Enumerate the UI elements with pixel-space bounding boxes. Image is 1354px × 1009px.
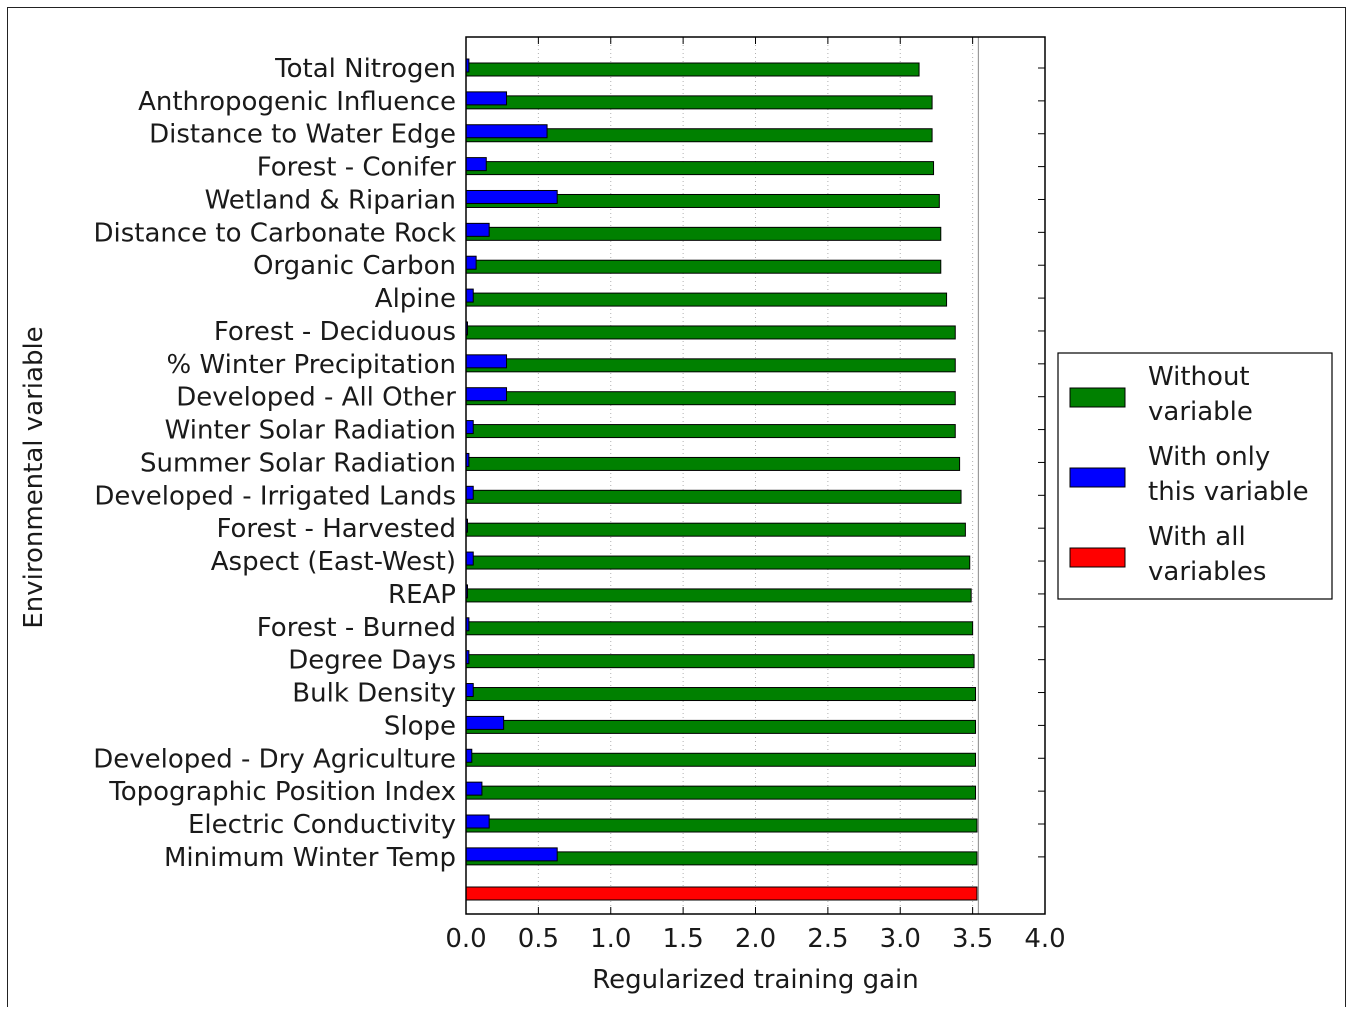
bar-with-only-variable [465, 124, 548, 139]
x-tick-label: 2.0 [735, 924, 776, 954]
bar-without-variable [465, 522, 966, 537]
y-category-label: Distance to Water Edge [149, 120, 456, 150]
y-category-label: Developed - All Other [176, 383, 456, 413]
y-category-label: Winter Solar Radiation [165, 416, 456, 446]
bar-without-variable [465, 555, 971, 570]
legend-swatch [1069, 547, 1126, 568]
bar-without-variable [465, 325, 956, 340]
bar-without-variable [465, 292, 948, 307]
bar-with-only-variable [465, 748, 473, 763]
x-tick-label: 3.5 [952, 924, 993, 954]
y-category-label: % Winter Precipitation [167, 350, 456, 380]
legend-label-line2: variables [1148, 557, 1266, 587]
bar-without-variable [465, 424, 956, 439]
y-category-label: Developed - Dry Agriculture [93, 744, 456, 774]
y-category-label: Topographic Position Index [108, 777, 456, 807]
legend-swatch [1069, 387, 1126, 408]
bar-without-variable [465, 785, 977, 800]
y-category-label: Forest - Deciduous [214, 317, 456, 347]
bar-without-variable [465, 818, 978, 833]
y-category-label: Developed - Irrigated Lands [94, 481, 456, 511]
y-category-label: Summer Solar Radiation [140, 448, 456, 478]
legend-label-line1: With only [1148, 442, 1270, 472]
bar-with-only-variable [465, 189, 558, 204]
legend-label-line2: this variable [1148, 477, 1309, 507]
x-tick-label: 0.5 [518, 924, 559, 954]
y-category-label: Wetland & Riparian [205, 185, 456, 215]
bar-with-only-variable [465, 288, 474, 303]
legend-swatch [1069, 467, 1126, 488]
x-tick-label: 3.0 [880, 924, 921, 954]
x-tick-label: 0.0 [445, 924, 486, 954]
y-category-label: REAP [388, 580, 456, 610]
y-category-label: Anthropogenic Influence [138, 87, 456, 117]
bar-with-only-variable [465, 255, 477, 270]
bar-with-only-variable [465, 91, 508, 106]
bar-with-only-variable [465, 222, 490, 237]
bar-with-only-variable [465, 485, 474, 500]
bar-without-variable [465, 687, 977, 702]
plot-area [466, 37, 1045, 914]
bar-without-variable [465, 752, 977, 767]
bar-without-variable [465, 588, 972, 603]
bar-without-variable [465, 391, 956, 406]
bar-with-only-variable [465, 715, 505, 730]
y-category-label: Forest - Conifer [257, 153, 457, 183]
y-category-label: Aspect (East-West) [211, 547, 456, 577]
bar-with-only-variable [465, 847, 558, 862]
bar-without-variable [465, 358, 956, 373]
y-category-label: Forest - Harvested [217, 514, 457, 544]
y-category-label: Total Nitrogen [274, 54, 456, 84]
bar-without-variable [465, 456, 961, 471]
bar-without-variable [465, 259, 942, 274]
y-axis-label: Environmental variable [19, 326, 49, 628]
x-axis-label: Regularized training gain [592, 965, 919, 995]
y-category-label: Forest - Burned [257, 613, 456, 643]
x-tick-label: 4.0 [1024, 924, 1065, 954]
legend-label-line2: variable [1148, 397, 1253, 427]
bar-with-all-variables [465, 886, 978, 901]
plot-frame [465, 36, 1046, 915]
bar-with-only-variable [465, 551, 474, 566]
y-category-label: Alpine [375, 284, 456, 314]
y-category-label: Electric Conductivity [188, 810, 456, 840]
bar-with-only-variable [465, 814, 490, 829]
y-category-label: Distance to Carbonate Rock [93, 218, 456, 248]
y-category-label: Degree Days [288, 646, 456, 676]
x-tick-label: 2.5 [807, 924, 848, 954]
x-tick-label: 1.0 [590, 924, 631, 954]
y-category-label: Minimum Winter Temp [164, 843, 456, 873]
legend-label-line1: Without [1148, 362, 1250, 392]
bar-with-only-variable [465, 781, 483, 796]
bar-without-variable [465, 226, 942, 241]
bar-without-variable [465, 95, 933, 110]
bar-with-only-variable [465, 157, 487, 172]
bar-without-variable [465, 654, 975, 669]
bar-with-only-variable [465, 683, 474, 698]
bar-without-variable [465, 161, 935, 176]
bar-without-variable [465, 621, 974, 636]
y-category-label: Bulk Density [292, 679, 456, 709]
bar-with-only-variable [465, 354, 508, 369]
y-category-label: Slope [384, 711, 456, 741]
legend-label-line1: With all [1148, 522, 1246, 552]
bar-without-variable [465, 489, 962, 504]
x-tick-label: 1.5 [662, 924, 703, 954]
bar-without-variable [465, 719, 977, 734]
bar-with-only-variable [465, 420, 474, 435]
bar-without-variable [465, 62, 920, 77]
figure-frame [7, 7, 1346, 1007]
y-category-label: Organic Carbon [253, 251, 456, 281]
bar-with-only-variable [465, 387, 508, 402]
